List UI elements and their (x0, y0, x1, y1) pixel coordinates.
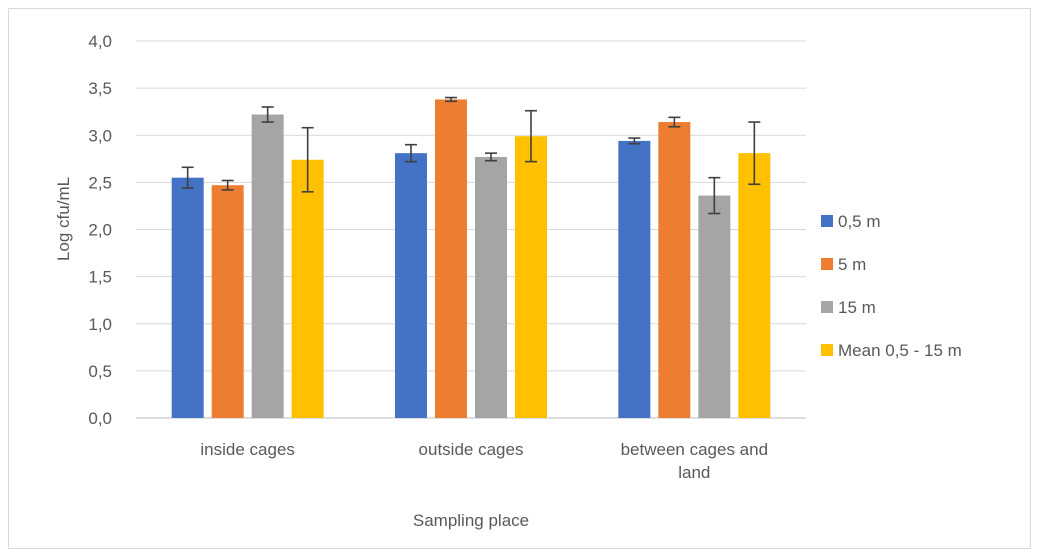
category-label: land (678, 463, 710, 482)
y-tick-label: 2,5 (88, 173, 112, 192)
error-bars (181, 96, 761, 215)
legend-label: 15 m (838, 298, 876, 317)
bar (618, 140, 651, 418)
bar (698, 195, 731, 418)
category-label: between cages and (621, 440, 768, 459)
bar (171, 177, 204, 418)
y-tick-label: 0,0 (88, 409, 112, 428)
legend-swatch (821, 258, 833, 270)
y-tick-labels: 0,0 0,5 1,0 1,5 2,0 2,5 3,0 3,5 4,0 (88, 32, 112, 428)
legend-swatch (821, 301, 833, 313)
bar (435, 99, 467, 418)
bar-chart: Log cfu/mL Sampling place 0,0 0,5 1,0 1,5 2,… (54, 32, 962, 530)
bar (738, 153, 771, 418)
legend-label: Mean 0,5 - 15 m (838, 341, 962, 360)
legend-label: 5 m (838, 255, 866, 274)
bar (251, 114, 284, 418)
bar (658, 122, 691, 419)
category-labels: inside cages outside cages between cages a… (200, 440, 768, 482)
y-tick-label: 1,5 (88, 268, 112, 287)
bar (395, 153, 427, 418)
y-tick-label: 1,0 (88, 315, 112, 334)
bar (475, 156, 507, 419)
category-label: outside cages (419, 440, 524, 459)
y-tick-label: 2,0 (88, 221, 112, 240)
y-axis-label: Log cfu/mL (54, 177, 73, 261)
chart-frame: Log cfu/mL Sampling place 0,0 0,5 1,0 1,5 2,… (8, 8, 1031, 549)
bar (291, 159, 324, 418)
bar (515, 136, 547, 418)
y-tick-label: 3,5 (88, 79, 112, 98)
legend-swatch (821, 344, 833, 356)
legend-swatch (821, 215, 833, 227)
bars (171, 99, 771, 419)
y-tick-label: 0,5 (88, 362, 112, 381)
legend: 0,5 m 5 m 15 m Mean 0,5 - 15 m (821, 212, 962, 360)
legend-label: 0,5 m (838, 212, 881, 231)
bar (211, 185, 244, 418)
category-label: inside cages (200, 440, 295, 459)
gridlines (136, 40, 806, 419)
y-tick-label: 4,0 (88, 32, 112, 51)
y-tick-label: 3,0 (88, 126, 112, 145)
x-axis-label: Sampling place (413, 511, 529, 530)
